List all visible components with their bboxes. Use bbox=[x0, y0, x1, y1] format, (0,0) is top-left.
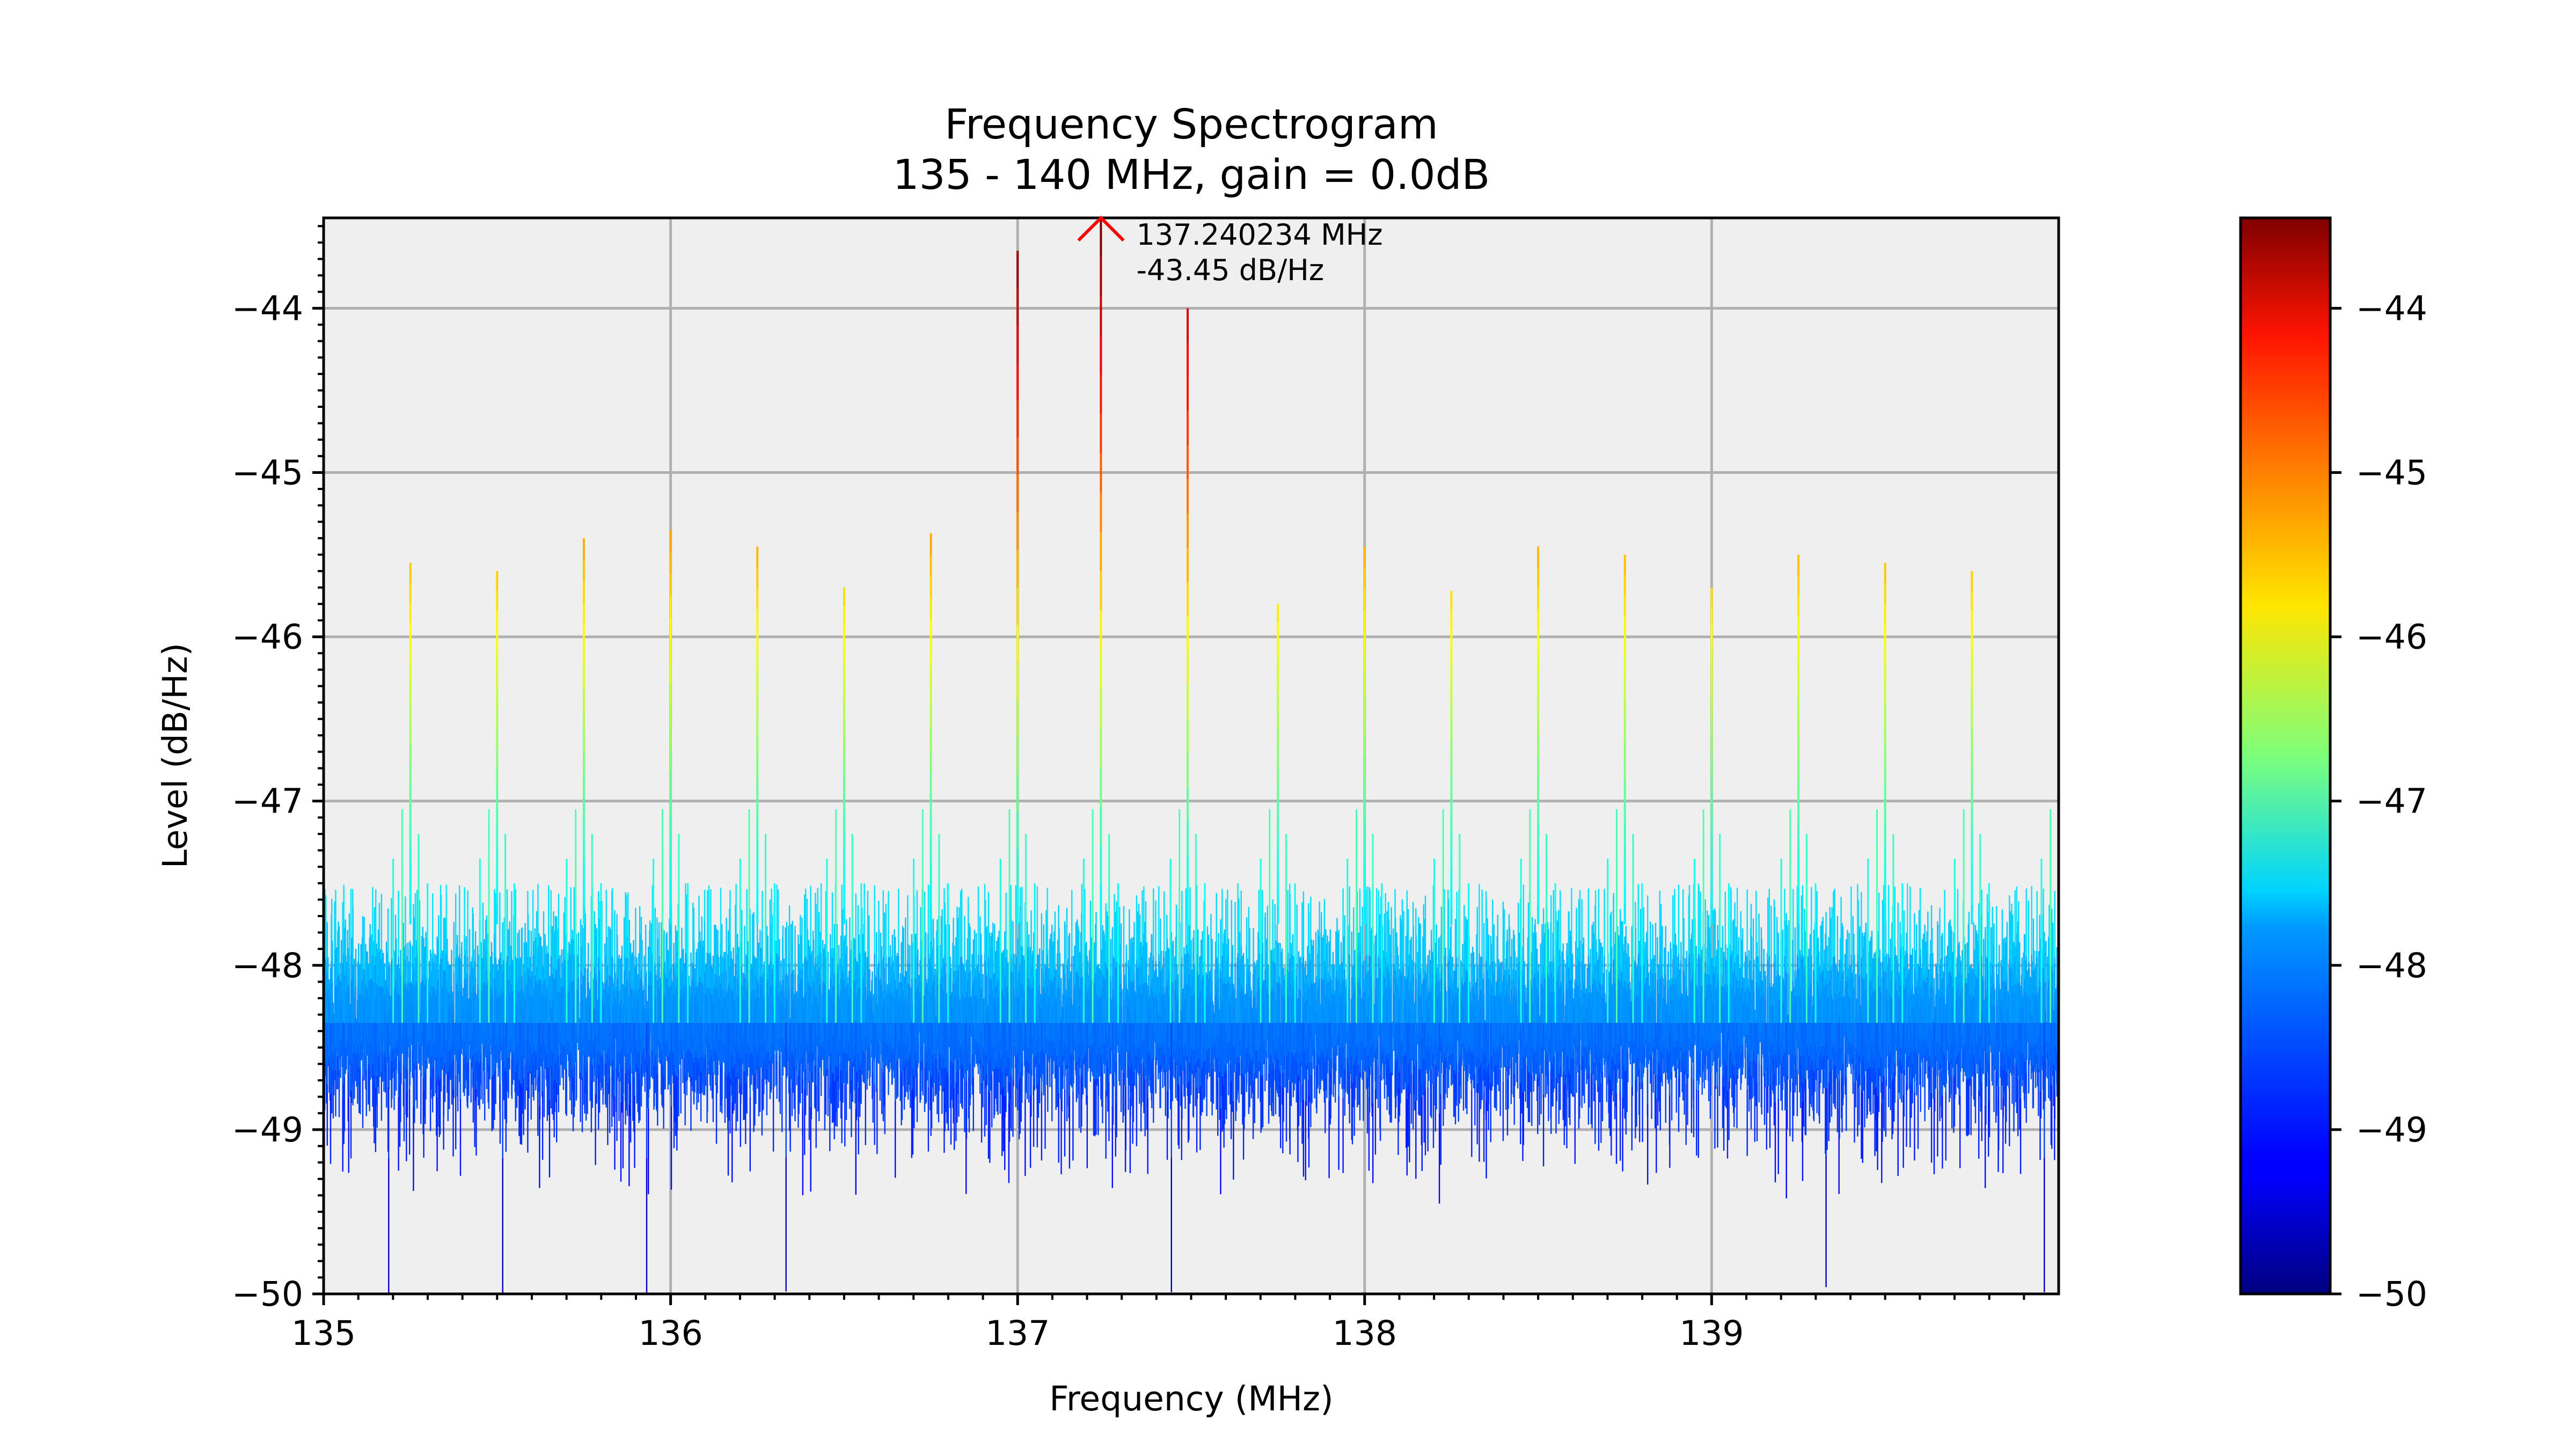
noise-floor-band bbox=[389, 1022, 1992, 1036]
noise-floor-band bbox=[438, 1022, 2050, 1082]
chart-subtitle: 135 - 140 MHz, gain = 0.0dB bbox=[893, 151, 1490, 199]
y-tick-label: −48 bbox=[232, 946, 303, 985]
noise-floor-band bbox=[400, 953, 2023, 1023]
x-tick-label: 137 bbox=[985, 1314, 1050, 1353]
noise-floor-band bbox=[581, 924, 1977, 975]
noise-floor-band bbox=[459, 1099, 1899, 1176]
colorbar-ticks: −44 −45 −46 −47 −48 −49 −50 bbox=[2330, 289, 2427, 1314]
x-tick-label: 138 bbox=[1333, 1314, 1397, 1353]
noise-floor-band bbox=[539, 1105, 1986, 1188]
peak-marker-caret bbox=[1077, 215, 1125, 242]
peak-marker: 137.240234 MHz-43.45 dB/Hz bbox=[1077, 215, 1383, 287]
noise-floor-band bbox=[423, 1089, 1989, 1158]
noise-floor-band bbox=[459, 1022, 1986, 1114]
noise-floor-band bbox=[360, 1022, 1931, 1031]
noise-floor-band bbox=[362, 916, 1854, 970]
noise-floor-band bbox=[609, 1078, 1955, 1134]
noise-floor-band bbox=[331, 898, 1521, 961]
y-tick-label: −46 bbox=[232, 618, 303, 657]
noise-floor-band bbox=[455, 1085, 2053, 1150]
x-tick-label: 135 bbox=[291, 1314, 356, 1353]
noise-floor-band bbox=[362, 1022, 1987, 1075]
x-axis-ticks: 135 136 137 138 139 bbox=[291, 1294, 2025, 1353]
noise-floor-band bbox=[625, 1073, 1987, 1125]
noise-floor-band bbox=[614, 909, 2003, 967]
noise-floor-band bbox=[399, 1085, 1911, 1148]
noise-floor-band bbox=[466, 974, 2059, 999]
noise-floor-band bbox=[622, 1095, 1961, 1169]
y-axis-ticks: −44 −45 −46 −47 −48 −49 −50 bbox=[232, 225, 324, 1314]
colorbar-tick-label: −49 bbox=[2356, 1110, 2427, 1150]
noise-floor-band bbox=[731, 1102, 1883, 1183]
noise-floor-band bbox=[1233, 1101, 1306, 1181]
noise-floor-band bbox=[406, 1092, 1621, 1162]
noise-floor-band bbox=[808, 1081, 1730, 1141]
peak-marker-frequency: 137.240234 MHz bbox=[1137, 218, 1383, 252]
x-tick-label: 139 bbox=[1679, 1314, 1744, 1353]
noise-floor-band bbox=[1308, 1094, 1545, 1168]
noise-floor-band bbox=[614, 1096, 1878, 1170]
noise-floor-band bbox=[355, 1022, 1993, 1111]
noise-floor-band bbox=[475, 1089, 1876, 1157]
spectrum-traces bbox=[324, 218, 2059, 1294]
noise-floor-band bbox=[372, 886, 2018, 955]
colorbar-tick-label: −48 bbox=[2356, 946, 2427, 985]
noise-floor-band bbox=[365, 951, 2039, 988]
colorbar-tick-label: −47 bbox=[2356, 782, 2427, 821]
noise-floor-band bbox=[527, 1087, 1284, 1153]
noise-floor-band bbox=[537, 1076, 1885, 1131]
noise-floor-band bbox=[833, 1080, 1893, 1139]
noise-floor-band bbox=[432, 1022, 2045, 1158]
noise-floor-band bbox=[414, 892, 1880, 958]
noise-floor-band bbox=[650, 1022, 1722, 1029]
noise-floor-band bbox=[356, 1021, 2047, 1023]
y-tick-label: −45 bbox=[232, 453, 303, 492]
noise-floor-band bbox=[802, 1109, 857, 1196]
noise-floor-band bbox=[342, 1083, 2052, 1145]
noise-floor-band bbox=[1060, 1098, 2022, 1174]
noise-floor-band bbox=[413, 917, 2035, 971]
x-axis-label: Frequency (MHz) bbox=[1049, 1379, 1333, 1418]
colorbar-tick-label: −46 bbox=[2356, 618, 2427, 657]
noise-floor-band bbox=[334, 1022, 2057, 1048]
noise-floor-band bbox=[388, 1014, 2034, 1023]
noise-floor-band bbox=[405, 1069, 1872, 1116]
noise-floor-band bbox=[989, 1092, 1933, 1163]
noise-floor-band bbox=[620, 1102, 1804, 1182]
peak-marker-level: -43.45 dB/Hz bbox=[1137, 253, 1324, 287]
noise-floor-band bbox=[648, 1108, 1840, 1195]
noise-floor-band bbox=[330, 1093, 1618, 1165]
noise-floor-band bbox=[895, 1100, 1487, 1179]
noise-floor-band bbox=[355, 1018, 1857, 1023]
noise-floor-band bbox=[548, 1100, 1305, 1177]
y-tick-label: −49 bbox=[232, 1110, 303, 1150]
colorbar-tick-label: −44 bbox=[2356, 289, 2427, 328]
chart-title: Frequency Spectrogram bbox=[945, 101, 1438, 149]
colorbar-tick-label: −50 bbox=[2356, 1275, 2427, 1314]
noise-floor-band bbox=[464, 1055, 2037, 1089]
noise-floor-band bbox=[326, 1084, 2010, 1147]
noise-floor-band bbox=[425, 931, 2045, 978]
x-tick-label: 136 bbox=[638, 1314, 702, 1353]
noise-floor-band bbox=[350, 1090, 1980, 1159]
y-axis-label: Level (dB/Hz) bbox=[156, 643, 195, 868]
colorbar bbox=[2239, 216, 2332, 1296]
noise-floor-band bbox=[646, 1157, 2045, 1293]
noise-floor-band bbox=[374, 1082, 1855, 1144]
colorbar-tick-label: −45 bbox=[2356, 453, 2427, 492]
noise-floor-band bbox=[326, 921, 2054, 973]
noise-floor-band bbox=[388, 1158, 503, 1294]
y-tick-label: −50 bbox=[232, 1275, 303, 1314]
noise-floor-band bbox=[541, 1091, 2055, 1161]
y-tick-label: −47 bbox=[232, 782, 303, 821]
y-tick-label: −44 bbox=[232, 289, 303, 328]
